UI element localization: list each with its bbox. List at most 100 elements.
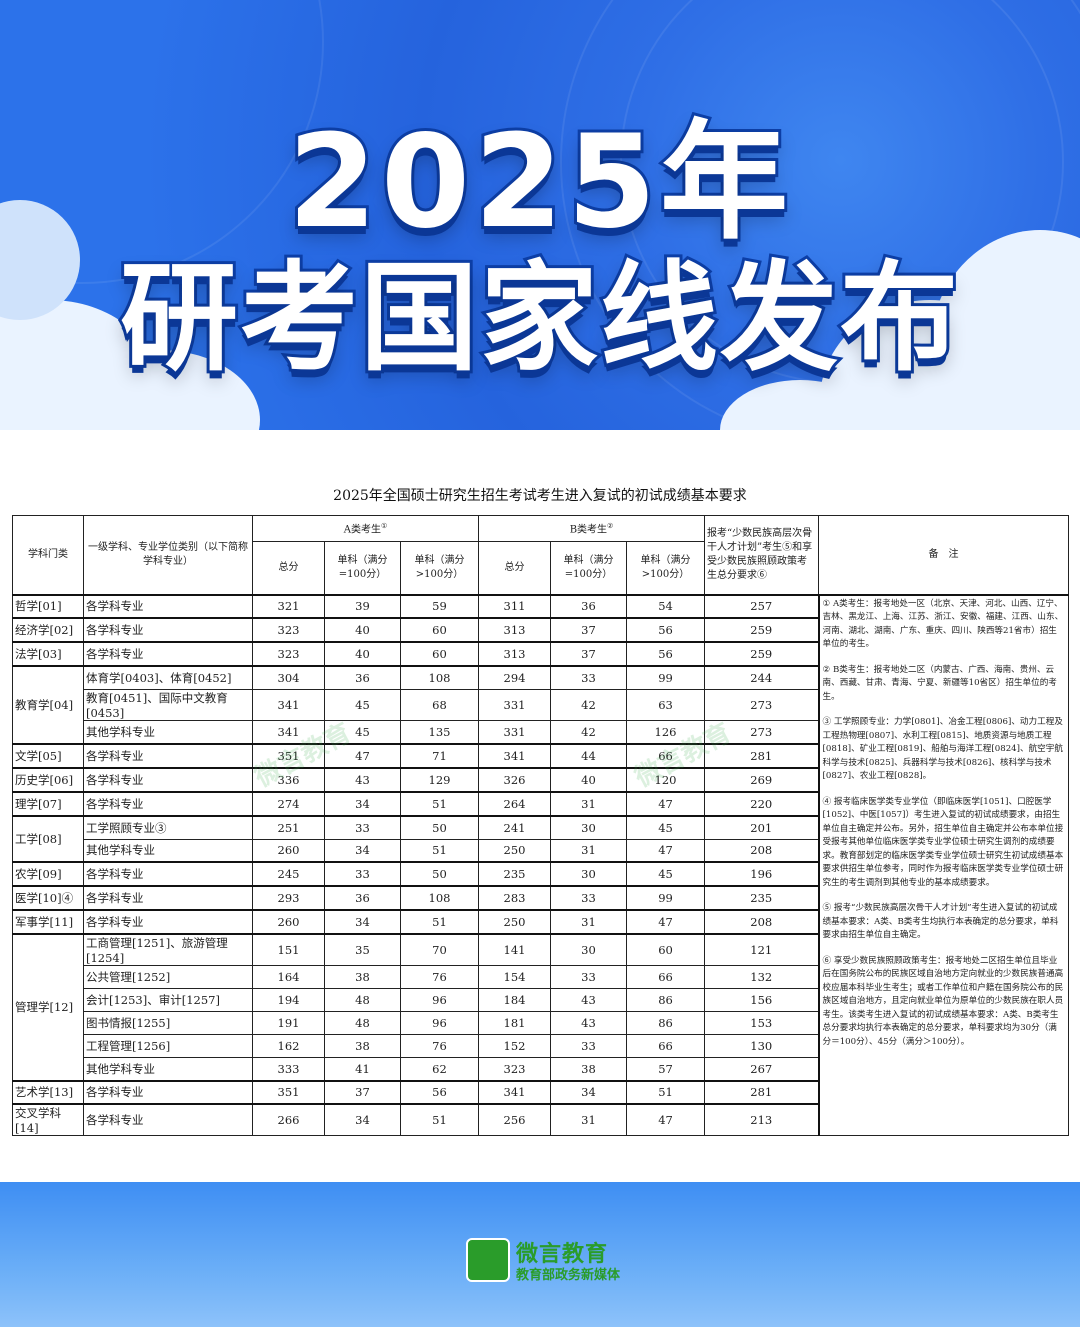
footer bbox=[0, 1182, 1080, 1327]
score-cell: 30 bbox=[550, 814, 627, 840]
footnote-mark: ① bbox=[380, 522, 388, 531]
score-cell: 38 bbox=[550, 1056, 627, 1082]
discipline-cell: 工程管理[1256] bbox=[83, 1033, 253, 1058]
header-group-a: A类考生① bbox=[252, 515, 479, 542]
score-cell: 31 bbox=[550, 909, 627, 935]
discipline-cell: 其他学科专业 bbox=[83, 1056, 253, 1082]
discipline-cell: 工学照顾专业③ bbox=[83, 814, 253, 840]
score-cell: 260 bbox=[252, 909, 325, 935]
score-cell: 304 bbox=[252, 665, 325, 691]
score-cell: 47 bbox=[625, 909, 706, 935]
score-cell: 51 bbox=[400, 909, 479, 935]
score-cell: 321 bbox=[252, 593, 325, 619]
score-cell: 45 bbox=[625, 861, 706, 887]
score-cell: 56 bbox=[625, 617, 706, 643]
score-cell: 54 bbox=[625, 593, 706, 619]
score-cell: 341 bbox=[478, 1079, 551, 1105]
discipline-cell: 工商管理[1251]、旅游管理[1254] bbox=[83, 933, 253, 967]
discipline-cell: 各学科专业 bbox=[83, 641, 253, 667]
score-cell: 153 bbox=[704, 1010, 820, 1035]
score-cell: 33 bbox=[550, 965, 627, 989]
logo-name: 微言教育 bbox=[516, 1242, 609, 1267]
discipline-cell: 各学科专业 bbox=[83, 593, 253, 619]
score-cell: 257 bbox=[704, 593, 820, 619]
score-cell: 267 bbox=[704, 1056, 820, 1082]
score-cell: 164 bbox=[252, 965, 325, 989]
score-cell: 51 bbox=[625, 1079, 706, 1105]
score-cell: 45 bbox=[324, 720, 401, 745]
discipline-cell: 会计[1253]、审计[1257] bbox=[83, 987, 253, 1012]
score-cell: 331 bbox=[478, 720, 551, 745]
score-cell: 129 bbox=[400, 766, 479, 793]
remark-note: ⑤ 报考“少数民族高层次骨干人才计划”考生进入复试的初试成绩基本要求：A类、B类… bbox=[822, 903, 1059, 940]
score-cell: 86 bbox=[625, 987, 706, 1012]
remark-note: ④ 报考临床医学类专业学位（即临床医学[1051]、口腔医学[1052]、中医[… bbox=[822, 796, 1064, 888]
score-cell: 281 bbox=[704, 1079, 820, 1105]
score-cell: 42 bbox=[550, 689, 627, 722]
score-cell: 33 bbox=[324, 814, 401, 840]
discipline-cell: 教育[0451]、国际中文教育[0453] bbox=[83, 689, 253, 722]
score-cell: 151 bbox=[252, 933, 325, 967]
banner-title-main: 研考国家线发布 bbox=[117, 246, 961, 390]
score-cell: 181 bbox=[478, 1010, 551, 1035]
score-cell: 341 bbox=[478, 742, 551, 769]
score-cell: 68 bbox=[400, 689, 479, 722]
score-cell: 33 bbox=[550, 885, 627, 911]
score-cell: 41 bbox=[324, 1056, 401, 1082]
score-cell: 259 bbox=[704, 617, 820, 643]
score-cell: 220 bbox=[704, 790, 820, 817]
table-row: 会计[1253]、审计[1257] 194 48 96 184 43 86 156 bbox=[13, 987, 1069, 1012]
score-cell: 336 bbox=[252, 766, 325, 793]
score-cell: 341 bbox=[252, 689, 325, 722]
category-cell: 经济学[02] bbox=[12, 617, 84, 643]
score-cell: 266 bbox=[252, 1103, 325, 1137]
discipline-cell: 图书情报[1255] bbox=[83, 1010, 253, 1035]
score-cell: 152 bbox=[478, 1033, 551, 1058]
table-row: 经济学[02] 各学科专业 323 40 60 313 37 56 259 bbox=[12, 617, 1069, 643]
category-cell: 医学[10]④ bbox=[12, 885, 84, 911]
score-cell: 108 bbox=[400, 885, 479, 911]
score-cell: 39 bbox=[324, 593, 401, 619]
score-cell: 50 bbox=[400, 861, 479, 887]
table-row: 军事学[11] 各学科专业 260 34 51 250 31 47 208 bbox=[12, 909, 1069, 935]
score-cell: 37 bbox=[550, 641, 627, 667]
score-cell: 31 bbox=[550, 1103, 627, 1137]
score-cell: 51 bbox=[400, 1103, 479, 1137]
score-cell: 99 bbox=[625, 665, 706, 691]
table-row: 管理学[12] 工商管理[1251]、旅游管理[1254] 151 35 70 141 30… bbox=[12, 933, 1069, 1082]
header-category: 学科门类 bbox=[12, 515, 84, 595]
logo-subtitle: 教育部政务新媒体 bbox=[516, 1268, 621, 1283]
score-cell: 281 bbox=[704, 742, 820, 769]
score-cell: 34 bbox=[550, 1079, 627, 1105]
score-cell: 43 bbox=[550, 1010, 627, 1035]
category-cell: 文学[05] bbox=[12, 742, 84, 769]
score-cell: 31 bbox=[550, 838, 627, 863]
score-cell: 36 bbox=[324, 665, 401, 691]
discipline-cell: 其他学科专业 bbox=[83, 838, 253, 863]
score-cell: 42 bbox=[550, 720, 627, 745]
discipline-cell: 体育学[0403]、体育[0452] bbox=[83, 665, 253, 691]
score-cell: 40 bbox=[550, 766, 627, 793]
discipline-cell: 各学科专业 bbox=[83, 766, 253, 793]
score-cell: 213 bbox=[704, 1103, 820, 1137]
table-row: 法学[03] 各学科专业 323 40 60 313 37 56 259 bbox=[12, 641, 1069, 667]
weiyan-logo-icon bbox=[466, 1238, 510, 1282]
score-cell: 60 bbox=[400, 617, 479, 643]
category-cell: 艺术学[13] bbox=[12, 1079, 84, 1105]
score-cell: 48 bbox=[324, 987, 401, 1012]
score-cell: 47 bbox=[324, 742, 401, 769]
score-cell: 293 bbox=[252, 885, 325, 911]
score-cell: 30 bbox=[550, 933, 627, 967]
score-cell: 34 bbox=[324, 1103, 401, 1137]
score-cell: 235 bbox=[478, 861, 551, 887]
score-cell: 60 bbox=[625, 933, 706, 967]
score-cell: 96 bbox=[400, 1010, 479, 1035]
category-cell: 交叉学科[14] bbox=[12, 1103, 84, 1137]
score-cell: 51 bbox=[400, 838, 479, 863]
score-cell: 121 bbox=[704, 933, 820, 967]
category-cell: 历史学[06] bbox=[12, 766, 84, 793]
score-cell: 33 bbox=[324, 861, 401, 887]
score-cell: 59 bbox=[400, 593, 479, 619]
score-cell: 99 bbox=[625, 885, 706, 911]
table-row: 交叉学科[14] 各学科专业 266 34 51 256 31 47 213 bbox=[12, 1103, 1069, 1137]
